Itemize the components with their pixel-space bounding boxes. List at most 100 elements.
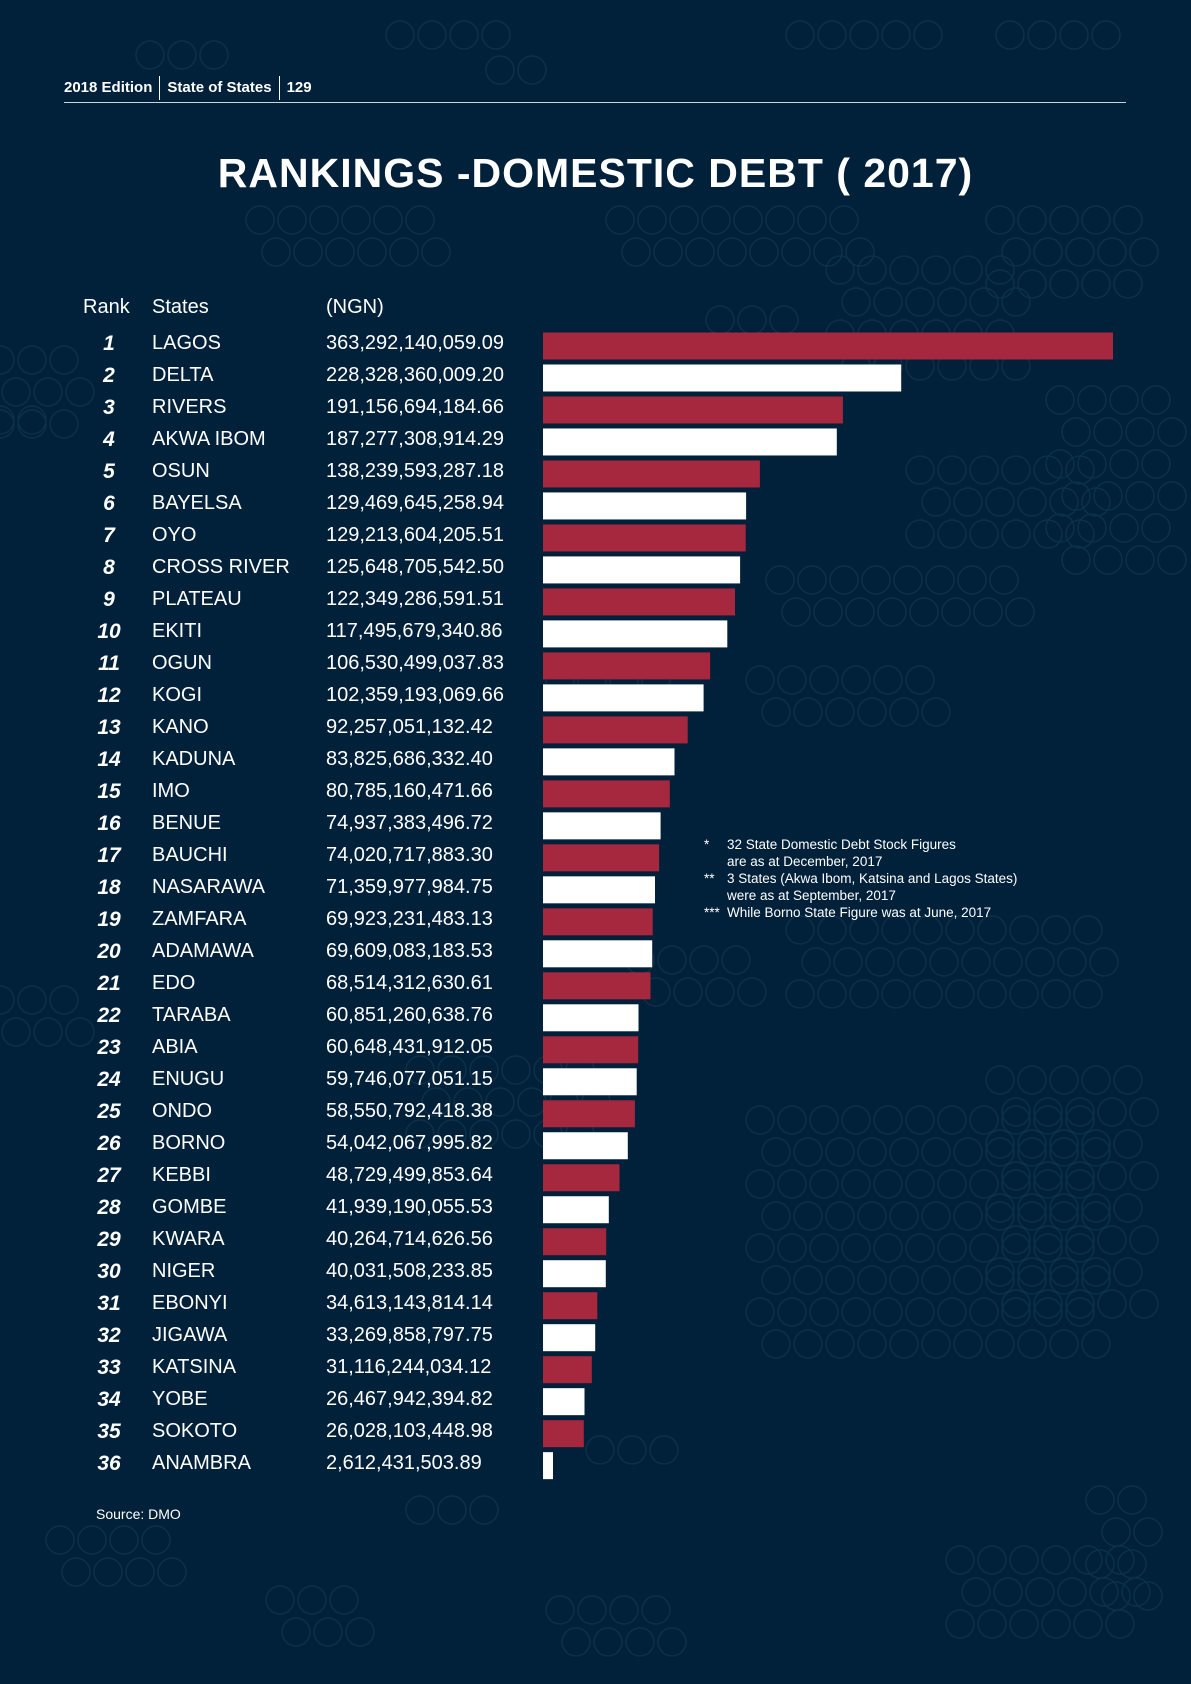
debt-value-label: 48,729,499,853.64 [326, 1163, 493, 1186]
bar-delta [543, 364, 902, 392]
rank-label: 14 [97, 747, 121, 771]
state-label: BORNO [152, 1131, 226, 1154]
rank-label: 22 [97, 1003, 121, 1027]
debt-value-label: 34,613,143,814.14 [326, 1291, 493, 1314]
bar-imo [543, 780, 670, 808]
footnotes: * 32 State Domestic Debt Stock Figures a… [704, 836, 1017, 921]
debt-value-label: 106,530,499,037.83 [326, 651, 504, 674]
state-label: OYO [152, 523, 197, 546]
state-label: CROSS RIVER [152, 555, 290, 578]
debt-value-label: 228,328,360,009.20 [326, 363, 504, 386]
bar-ebonyi [543, 1292, 598, 1320]
state-label: ANAMBRA [152, 1451, 251, 1474]
state-label: KWARA [152, 1227, 225, 1250]
state-label: NIGER [152, 1259, 216, 1282]
debt-value-label: 92,257,051,132.42 [326, 715, 493, 738]
state-label: KATSINA [152, 1355, 237, 1378]
bar-gombe [543, 1196, 609, 1224]
publication-label: State of States [159, 76, 278, 100]
bar-enugu [543, 1068, 637, 1096]
rank-label: 5 [103, 459, 115, 483]
bar-kaduna [543, 748, 675, 776]
rank-label: 30 [97, 1259, 121, 1283]
bar-cross-river [543, 556, 741, 584]
bar-adamawa [543, 940, 653, 968]
edition-label: 2018 Edition [64, 79, 153, 96]
bar-nasarawa [543, 876, 655, 904]
rank-label: 20 [97, 939, 121, 963]
rank-label: 31 [97, 1291, 121, 1315]
rank-label: 35 [97, 1419, 121, 1443]
note-1-line-2: are as at December, 2017 [727, 854, 883, 869]
debt-value-label: 117,495,679,340.86 [326, 619, 503, 642]
rank-label: 10 [97, 619, 121, 643]
rank-label: 3 [103, 395, 115, 419]
debt-value-label: 26,028,103,448.98 [326, 1419, 493, 1442]
rank-label: 17 [97, 843, 121, 867]
state-label: SOKOTO [152, 1419, 238, 1442]
rank-label: 26 [97, 1131, 121, 1155]
rank-label: 21 [97, 971, 121, 995]
state-label: BAYELSA [152, 491, 242, 514]
debt-value-label: 31,116,244,034.12 [326, 1355, 492, 1378]
debt-value-label: 125,648,705,542.50 [326, 555, 504, 578]
debt-value-label: 40,031,508,233.85 [326, 1259, 493, 1282]
debt-value-label: 74,020,717,883.30 [326, 843, 493, 866]
debt-value-label: 191,156,694,184.66 [326, 395, 504, 418]
debt-value-label: 129,469,645,258.94 [326, 491, 504, 514]
state-label: KEBBI [152, 1163, 211, 1186]
debt-value-label: 59,746,077,051.15 [326, 1067, 493, 1090]
bar-borno [543, 1132, 628, 1160]
state-label: ENUGU [152, 1067, 225, 1090]
bar-jigawa [543, 1324, 596, 1352]
bar-katsina [543, 1356, 592, 1384]
bar-osun [543, 460, 760, 488]
rank-label: 29 [97, 1227, 121, 1251]
state-label: GOMBE [152, 1195, 227, 1218]
state-label: EBONYI [152, 1291, 228, 1314]
debt-value-label: 68,514,312,630.61 [326, 971, 493, 994]
debt-value-label: 138,239,593,287.18 [326, 459, 504, 482]
bar-bayelsa [543, 492, 747, 520]
debt-value-label: 60,851,260,638.76 [326, 1003, 493, 1026]
rank-label: 2 [103, 363, 115, 387]
state-label: IMO [152, 779, 190, 802]
state-label: DELTA [152, 363, 214, 386]
bar-kogi [543, 684, 704, 712]
bar-kebbi [543, 1164, 620, 1192]
state-label: RIVERS [152, 395, 227, 418]
debt-value-label: 122,349,286,591.51 [326, 587, 504, 610]
bar-taraba [543, 1004, 639, 1032]
note-1-line-1: 32 State Domestic Debt Stock Figures [727, 837, 956, 852]
debt-value-label: 60,648,431,912.05 [326, 1035, 493, 1058]
rank-label: 36 [97, 1451, 121, 1475]
bar-lagos [543, 332, 1113, 360]
bar-kwara [543, 1228, 607, 1256]
state-label: ZAMFARA [152, 907, 247, 930]
chart-title: RANKINGS -DOMESTIC DEBT ( 2017) [217, 150, 974, 196]
rank-label: 28 [97, 1195, 121, 1219]
bar-oyo [543, 524, 746, 552]
rank-label: 12 [97, 683, 121, 707]
debt-value-label: 41,939,190,055.53 [326, 1195, 493, 1218]
rank-label: 13 [97, 715, 121, 739]
rank-label: 11 [98, 651, 120, 675]
state-label: OGUN [152, 651, 212, 674]
rank-label: 23 [97, 1035, 121, 1059]
state-label: LAGOS [152, 332, 221, 354]
debt-value-label: 58,550,792,418.38 [326, 1099, 493, 1122]
bar-bauchi [543, 844, 660, 872]
note-1-marker: * [704, 837, 710, 852]
debt-value-label: 33,269,858,797.75 [326, 1323, 493, 1346]
note-2-marker: ** [704, 871, 715, 886]
state-label: BAUCHI [152, 843, 228, 866]
rank-label: 18 [97, 875, 121, 899]
state-label: EDO [152, 971, 196, 994]
bar-plateau [543, 588, 735, 616]
state-label: OSUN [152, 459, 210, 482]
bar-niger [543, 1260, 606, 1288]
page-number: 129 [278, 76, 319, 100]
rank-label: 6 [103, 491, 115, 515]
